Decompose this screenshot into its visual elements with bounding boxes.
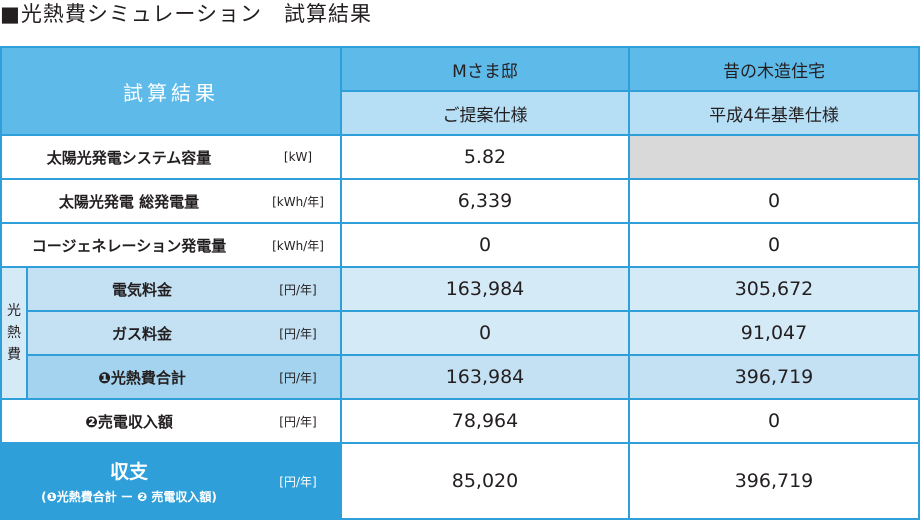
page-title: ■光熱費シミュレーション 試算結果	[0, 2, 372, 26]
row-value-col1: 0	[342, 312, 628, 354]
col1-spec-header: ご提案仕様	[342, 92, 628, 134]
row-value-col2: 0	[630, 224, 918, 266]
row-value-col1: 163,984	[342, 356, 628, 398]
summary-value-col1: 85,020	[342, 444, 628, 518]
row-value-col2: 0	[630, 180, 918, 222]
row-unit: [kW]	[256, 136, 340, 178]
summary-formula: (❶光熱費合計 ー ❷ 売電収入額)	[41, 490, 217, 504]
row-label: コージェネレーション発電量	[2, 224, 256, 266]
row-value-col2: 91,047	[630, 312, 918, 354]
row-label: 電気料金	[28, 268, 256, 310]
row-unit: [円/年]	[256, 356, 340, 398]
side-char: 熱	[7, 325, 21, 341]
row-label: ガス料金	[28, 312, 256, 354]
row-value-col2: 0	[630, 400, 918, 442]
side-char: 費	[7, 347, 21, 363]
utility-cost-side-label: 光 熱 費	[2, 268, 26, 398]
summary-label-cell: 収支 (❶光熱費合計 ー ❷ 売電収入額)	[2, 444, 256, 518]
col2-spec-header: 平成4年基準仕様	[630, 92, 918, 134]
summary-unit: [円/年]	[256, 444, 340, 518]
row-value-col1: 0	[342, 224, 628, 266]
row-unit: [円/年]	[256, 400, 340, 442]
row-label: ❷売電収入額	[2, 400, 256, 442]
row-value-col2: 396,719	[630, 356, 918, 398]
summary-value-col2: 396,719	[630, 444, 918, 518]
summary-label: 収支	[109, 461, 148, 483]
row-unit: [円/年]	[256, 312, 340, 354]
row-unit: [kWh/年]	[256, 180, 340, 222]
row-unit: [円/年]	[256, 268, 340, 310]
col2-name-header: 昔の木造住宅	[630, 48, 918, 90]
row-value-col1: 163,984	[342, 268, 628, 310]
header-corner: 試算結果	[2, 48, 340, 134]
row-value-col1: 5.82	[342, 136, 628, 178]
col1-name-header: Mさま邸	[342, 48, 628, 90]
simulation-table: 試算結果 Mさま邸 昔の木造住宅 ご提案仕様 平成4年基準仕様 太陽光発電システ…	[0, 46, 920, 520]
row-value-col1: 78,964	[342, 400, 628, 442]
side-char: 光	[7, 303, 21, 319]
row-value-col1: 6,339	[342, 180, 628, 222]
row-unit: [kWh/年]	[256, 224, 340, 266]
row-value-col2: 305,672	[630, 268, 918, 310]
row-value-col2	[630, 136, 918, 178]
row-label: ❶光熱費合計	[28, 356, 256, 398]
row-label: 太陽光発電 総発電量	[2, 180, 256, 222]
row-label: 太陽光発電システム容量	[2, 136, 256, 178]
